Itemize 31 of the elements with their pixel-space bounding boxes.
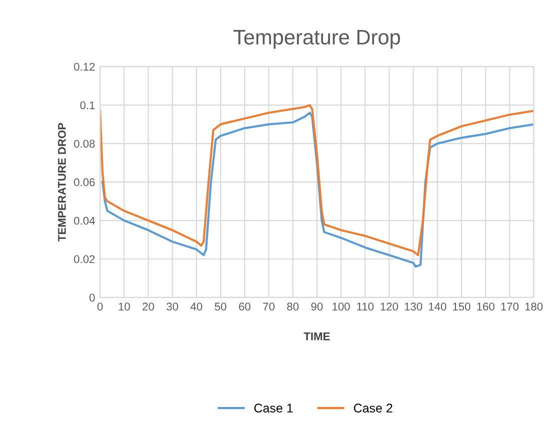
x-tick-label: 10	[118, 302, 130, 311]
x-tick-label: 160	[477, 302, 494, 311]
legend-label: Case 2	[354, 404, 392, 413]
x-tick-label: 130	[404, 302, 422, 311]
x-tick-label: 20	[142, 302, 154, 311]
legend-label: Case 1	[254, 404, 293, 413]
x-tick-label: 60	[239, 302, 250, 311]
y-tick-label: 0	[89, 294, 95, 302]
y-tick-label: 0.08	[74, 140, 95, 148]
x-tick-label: 110	[357, 302, 374, 311]
x-tick-label: 70	[263, 302, 274, 311]
y-axis-title: TEMPERATURE DROP	[58, 122, 66, 242]
x-tick-label: 80	[287, 302, 299, 311]
x-tick-label: 180	[525, 302, 543, 311]
x-tick-label: 0	[97, 302, 103, 311]
x-tick-label: 40	[190, 302, 202, 311]
y-tick-label: 0.12	[74, 62, 95, 71]
y-tick-label: 0.02	[74, 255, 95, 264]
x-tick-label: 30	[166, 302, 178, 311]
x-tick-label: 120	[380, 302, 398, 311]
chart-title: Temperature Drop	[233, 30, 400, 49]
y-tick-label: 0.04	[74, 216, 95, 225]
x-axis-title: TIME	[304, 332, 330, 340]
y-tick-label: 0.1	[80, 101, 95, 110]
x-tick-label: 140	[428, 302, 446, 311]
x-tick-label: 90	[311, 302, 323, 311]
y-tick-label: 0.06	[74, 178, 95, 186]
x-tick-label: 170	[501, 302, 518, 311]
x-tick-label: 150	[453, 302, 470, 311]
x-tick-label: 50	[214, 302, 226, 311]
x-tick-label: 100	[332, 302, 350, 311]
